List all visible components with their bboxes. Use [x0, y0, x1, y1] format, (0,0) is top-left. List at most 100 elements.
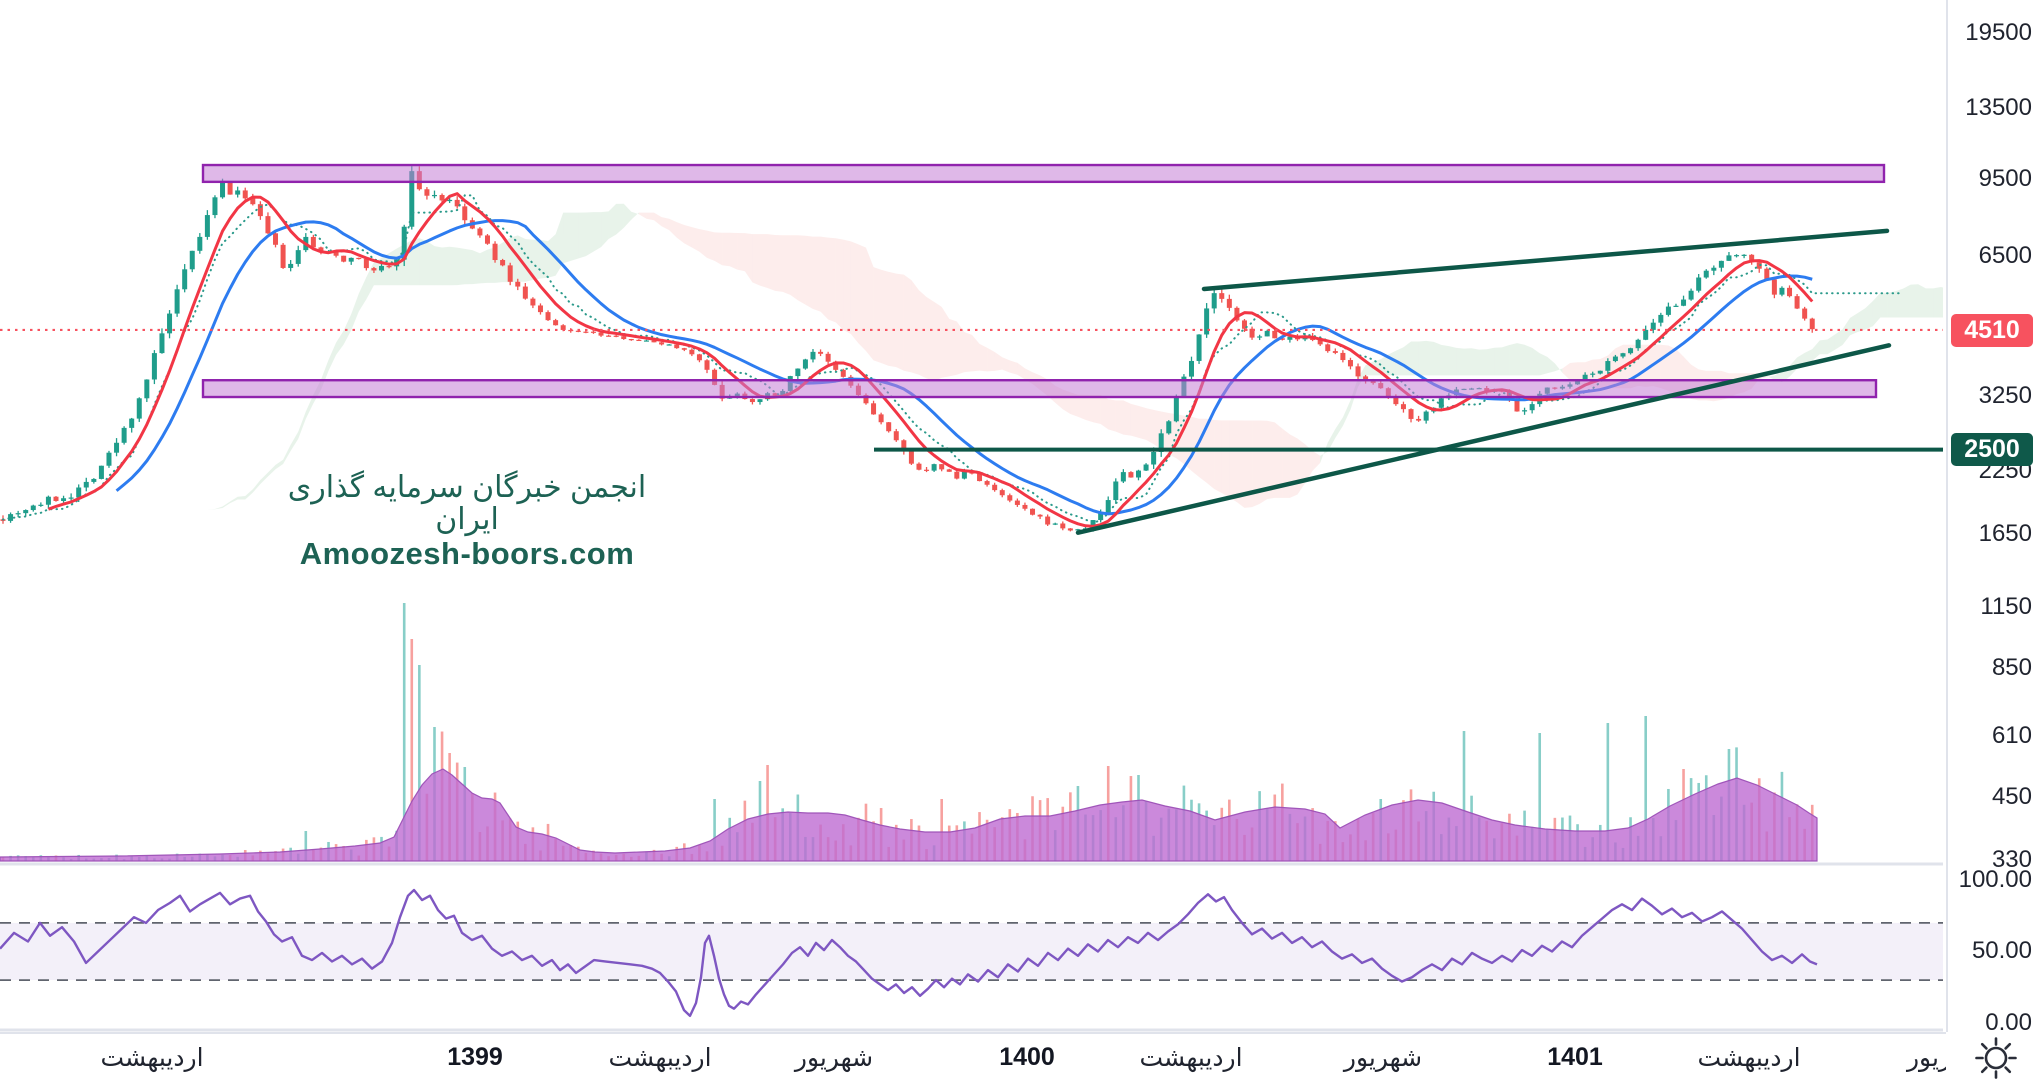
price-tick-label: 610 — [1991, 721, 2032, 749]
ichimoku-cloud-pink — [971, 334, 980, 372]
upper-channel[interactable] — [1201, 228, 1890, 292]
ichimoku-cloud-pink — [1093, 395, 1101, 424]
lower-channel[interactable] — [1075, 343, 1892, 535]
ichimoku-cloud-green — [1448, 346, 1457, 376]
ichimoku-cloud-green — [283, 444, 291, 465]
ichimoku-cloud-pink — [979, 343, 988, 372]
ichimoku-cloud-pink — [881, 269, 889, 366]
ichimoku-cloud-green — [298, 411, 306, 439]
ichimoku-cloud-green — [1418, 340, 1427, 376]
ichimoku-cloud-green — [1895, 288, 1904, 318]
ichimoku-cloud-pink — [1115, 400, 1124, 435]
ichimoku-cloud-green — [1532, 347, 1540, 376]
price-tick-label: 13500 — [1965, 93, 2032, 121]
ichimoku-cloud-pink — [1206, 418, 1215, 489]
ichimoku-cloud-pink — [760, 234, 768, 289]
supply-zone[interactable] — [201, 163, 1886, 184]
ichimoku-cloud-green — [161, 517, 170, 519]
time-axis-month-label: شهریور — [1343, 1044, 1423, 1072]
ichimoku-cloud-green — [585, 212, 594, 257]
demand-zone[interactable] — [201, 379, 1878, 399]
ichimoku-cloud-pink — [699, 229, 708, 258]
ichimoku-cloud-pink — [1100, 395, 1109, 430]
ichimoku-cloud-green — [1880, 292, 1888, 318]
ichimoku-cloud-green — [1494, 347, 1502, 376]
ichimoku-cloud-pink — [1002, 357, 1010, 373]
ichimoku-cloud-green — [237, 496, 246, 500]
ichimoku-cloud-green — [1940, 286, 1943, 318]
ichimoku-cloud-green — [608, 203, 617, 239]
ichimoku-cloud-pink — [1085, 394, 1094, 423]
ichimoku-cloud-green — [563, 212, 571, 264]
ichimoku-cloud-green — [169, 516, 178, 518]
price-tick-label: 3250 — [1978, 382, 2032, 410]
ichimoku-cloud-green — [1910, 284, 1919, 318]
ichimoku-cloud-green — [373, 257, 382, 286]
rsi-tick-label: 100.00 — [1958, 866, 2032, 893]
price-pane[interactable] — [0, 163, 1948, 862]
ichimoku-cloud-green — [434, 246, 443, 286]
ichimoku-cloud-green — [1903, 284, 1911, 318]
ichimoku-cloud-pink — [684, 224, 692, 248]
ichimoku-cloud-pink — [775, 234, 783, 292]
ichimoku-cloud-pink — [964, 332, 972, 373]
ichimoku-cloud-green — [1426, 340, 1434, 376]
ichimoku-cloud-green — [548, 234, 556, 278]
ichimoku-cloud-green — [1857, 308, 1866, 333]
ichimoku-cloud-pink — [1297, 438, 1306, 495]
time-axis-month-label: اردیبهشت — [100, 1044, 204, 1072]
ichimoku-cloud-pink — [782, 235, 791, 295]
ichimoku-cloud-pink — [956, 321, 965, 375]
tenkan-dotted-line — [2, 194, 1903, 524]
ichimoku-cloud-pink — [888, 271, 897, 368]
price-tick-label: 330 — [1991, 846, 2032, 874]
ichimoku-cloud-green — [192, 509, 200, 513]
rsi-pane[interactable] — [0, 888, 1943, 1018]
price-tick-label: 450 — [1991, 783, 2032, 811]
ichimoku-cloud-green — [442, 246, 450, 286]
ichimoku-cloud-pink — [1229, 420, 1237, 503]
time-axis-month-label: شهریور — [794, 1044, 874, 1072]
ichimoku-cloud-pink — [1569, 362, 1578, 385]
ichimoku-cloud-green — [1501, 345, 1510, 376]
ichimoku-cloud-pink — [820, 236, 829, 320]
ichimoku-cloud-pink — [835, 238, 844, 330]
ichimoku-cloud-pink — [737, 232, 745, 272]
ichimoku-cloud-green — [351, 293, 359, 331]
ichimoku-cloud-green — [260, 472, 268, 485]
ichimoku-cloud-green — [464, 248, 473, 285]
ichimoku-cloud-pink — [797, 235, 806, 305]
ichimoku-cloud-green — [1395, 347, 1404, 376]
ichimoku-cloud-green — [358, 277, 367, 312]
ichimoku-cloud-green — [1547, 356, 1555, 374]
watermark-line2: Amoozesh-boors.com — [299, 535, 635, 571]
ichimoku-cloud-green — [601, 211, 609, 248]
time-axis[interactable]: اردیبهشت 1399 اردیبهشت شهریور 1400 اردیبهشت شه… — [0, 1032, 1951, 1082]
ichimoku-cloud-green — [1918, 284, 1926, 318]
ichimoku-cloud-pink — [873, 267, 882, 364]
ichimoku-cloud-green — [328, 342, 337, 371]
ichimoku-cloud-pink — [1138, 405, 1147, 440]
ichimoku-cloud-pink — [812, 236, 821, 312]
ichimoku-cloud-green — [578, 212, 586, 259]
rsi-tick-label: 0.00 — [1985, 1009, 2032, 1036]
ichimoku-cloud-pink — [722, 232, 730, 267]
ichimoku-cloud-green — [336, 330, 344, 355]
theme-toggle-icon[interactable] — [1974, 1036, 2018, 1080]
price-tick-label: 1650 — [1978, 519, 2032, 547]
time-axis-month-label: اردیبهشت — [608, 1044, 712, 1072]
volume-bars — [1, 603, 1814, 861]
ichimoku-cloud-pink — [850, 241, 859, 344]
time-axis-year-label: 1400 — [999, 1043, 1055, 1071]
ichimoku-cloud-green — [1479, 349, 1487, 376]
time-axis-year-label: 1401 — [1547, 1043, 1603, 1071]
ichimoku-cloud-green — [1327, 428, 1336, 452]
ichimoku-cloud-pink — [828, 237, 836, 323]
ichimoku-cloud-pink — [654, 212, 662, 227]
ichimoku-cloud-pink — [949, 318, 957, 377]
price-axis[interactable]: 19500 13500 9500 6500 3250 2250 1650 1150 850 610… — [1946, 0, 2039, 1082]
ichimoku-cloud-pink — [1305, 444, 1313, 484]
ichimoku-cloud-pink — [729, 232, 738, 270]
